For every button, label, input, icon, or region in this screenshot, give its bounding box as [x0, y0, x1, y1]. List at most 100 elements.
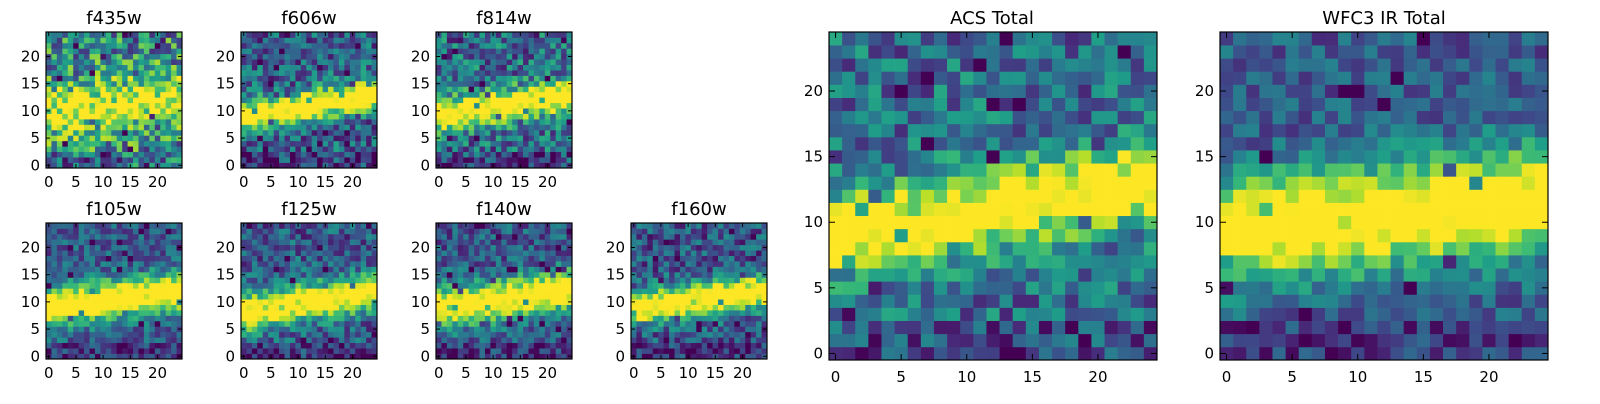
heatmap-cell — [160, 108, 166, 114]
heatmap-cell — [696, 315, 702, 321]
heatmap-cell — [745, 277, 751, 283]
heatmap-cell — [344, 326, 350, 332]
heatmap-cell — [534, 294, 540, 300]
y-tick-label: 10 — [216, 102, 235, 120]
heatmap-cell — [133, 283, 139, 289]
heatmap-cell — [268, 157, 274, 163]
heatmap-cell — [556, 261, 562, 267]
heatmap-cell — [350, 245, 356, 251]
heatmap-cell — [350, 76, 356, 82]
heatmap-cell — [447, 135, 453, 141]
heatmap-cell — [361, 135, 367, 141]
heatmap-cell — [1105, 163, 1118, 176]
heatmap-cell — [539, 277, 545, 283]
heatmap-cell — [366, 337, 372, 343]
heatmap-cell — [664, 310, 670, 316]
heatmap-cell — [51, 114, 57, 120]
heatmap-cell — [469, 277, 475, 283]
heatmap-cell — [79, 294, 85, 300]
heatmap-cell — [723, 294, 729, 300]
heatmap-cell — [128, 305, 134, 311]
heatmap-cell — [512, 157, 518, 163]
heatmap-cell — [512, 223, 518, 229]
heatmap-cell — [323, 315, 329, 321]
heatmap-cell — [90, 256, 96, 262]
heatmap-cell — [46, 141, 52, 147]
heatmap-cell — [46, 114, 52, 120]
heatmap-cell — [149, 267, 155, 273]
heatmap-cell — [545, 321, 551, 327]
heatmap-cell — [868, 347, 881, 360]
heatmap-cell — [550, 48, 556, 54]
heatmap-cell — [171, 103, 177, 109]
heatmap-cell — [290, 157, 296, 163]
heatmap-cell — [122, 332, 128, 338]
heatmap-cell — [534, 59, 540, 65]
heatmap-cell — [155, 59, 161, 65]
heatmap-cell — [534, 124, 540, 130]
heatmap-cell — [986, 216, 999, 229]
heatmap-cell — [241, 59, 247, 65]
heatmap-cell — [68, 37, 74, 43]
heatmap-cell — [268, 124, 274, 130]
heatmap-cell — [756, 228, 762, 234]
heatmap-cell — [100, 277, 106, 283]
heatmap-cell — [323, 48, 329, 54]
heatmap-cell — [339, 114, 345, 120]
heatmap-cell — [241, 92, 247, 98]
heatmap-cell — [664, 277, 670, 283]
heatmap-cell — [986, 203, 999, 216]
heatmap-cell — [707, 321, 713, 327]
heatmap-cell — [344, 321, 350, 327]
heatmap-cell — [463, 343, 469, 349]
heatmap-cell — [323, 337, 329, 343]
heatmap-cell — [149, 234, 155, 240]
heatmap-cell — [675, 321, 681, 327]
heatmap-cell — [301, 256, 307, 262]
heatmap-cell — [745, 315, 751, 321]
heatmap-cell — [355, 135, 361, 141]
heatmap-cell — [355, 326, 361, 332]
heatmap-cell — [642, 245, 648, 251]
heatmap-cell — [550, 157, 556, 163]
heatmap-cell — [1078, 268, 1091, 281]
heatmap-cell — [51, 277, 57, 283]
heatmap-cell — [1026, 334, 1039, 347]
heatmap-cell — [474, 250, 480, 256]
heatmap-cell — [263, 299, 269, 305]
heatmap-cell — [95, 348, 101, 354]
heatmap-cell — [539, 343, 545, 349]
heatmap-cell — [496, 277, 502, 283]
heatmap-cell — [155, 272, 161, 278]
heatmap-cell — [100, 348, 106, 354]
heatmap-cell — [729, 256, 735, 262]
heatmap-cell — [734, 272, 740, 278]
heatmap-cell — [350, 135, 356, 141]
heatmap-cell — [252, 108, 258, 114]
heatmap-cell — [507, 245, 513, 251]
heatmap-cell — [723, 267, 729, 273]
heatmap-cell — [73, 245, 79, 251]
heatmap-cell — [458, 348, 464, 354]
heatmap-cell — [111, 310, 117, 316]
heatmap-cell — [973, 203, 986, 216]
heatmap-cell — [490, 272, 496, 278]
heatmap-cell — [317, 299, 323, 305]
heatmap-cell — [155, 283, 161, 289]
heatmap-cell — [290, 152, 296, 158]
heatmap-cell — [111, 81, 117, 87]
heatmap-cell — [729, 261, 735, 267]
heatmap-cell — [79, 332, 85, 338]
heatmap-cell — [252, 288, 258, 294]
heatmap-cell — [268, 97, 274, 103]
heatmap-cell — [62, 97, 68, 103]
heatmap-cell — [84, 321, 90, 327]
heatmap-cell — [252, 294, 258, 300]
heatmap-cell — [751, 283, 757, 289]
heatmap-cell — [713, 267, 719, 273]
heatmap-cell — [279, 59, 285, 65]
heatmap-cell — [868, 203, 881, 216]
heatmap-cell — [246, 70, 252, 76]
heatmap-cell — [111, 277, 117, 283]
x-tick-label: 0 — [239, 173, 249, 191]
